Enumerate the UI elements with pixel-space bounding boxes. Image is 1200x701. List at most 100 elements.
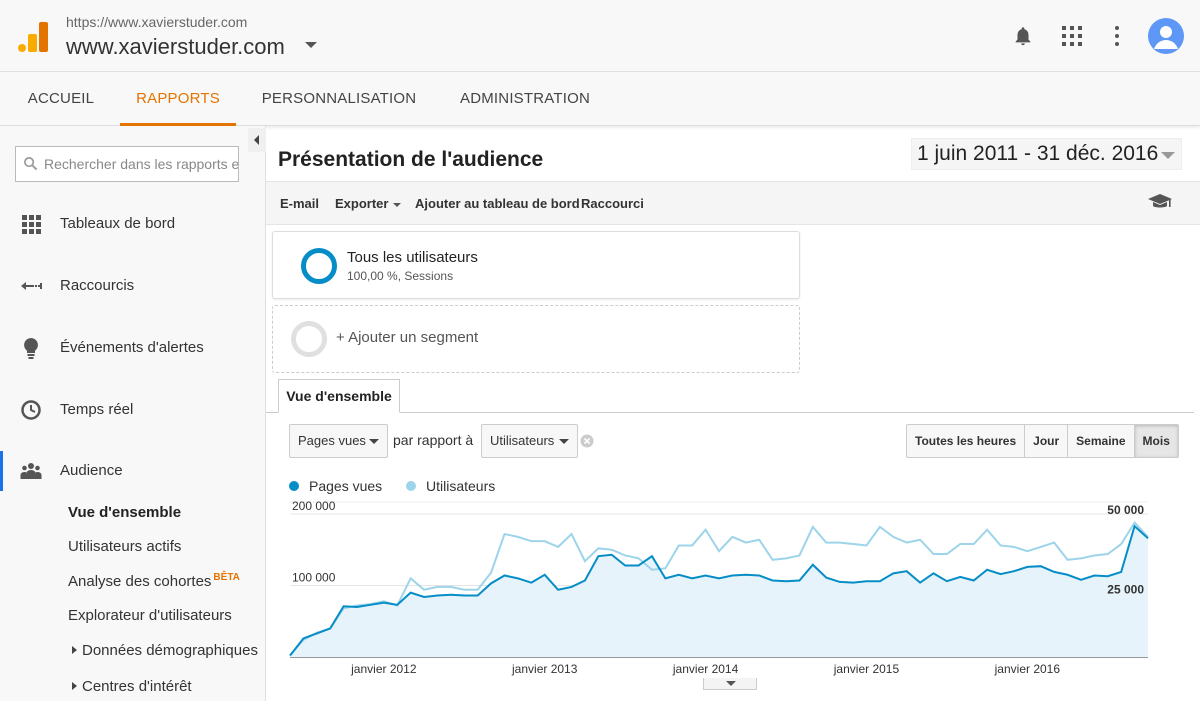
audience-line-chart[interactable]: 100 000 200 000 25 000 50 000 janvier 2012 ja… (266, 496, 1200, 696)
secondary-metric-select[interactable]: Utilisateurs (481, 424, 578, 458)
granularity-day[interactable]: Jour (1025, 425, 1069, 457)
sidebar-subitem-active-users[interactable]: Utilisateurs actifs (68, 538, 182, 555)
chevron-down-icon[interactable] (305, 42, 317, 48)
add-to-dashboard-button[interactable]: Ajouter au tableau de bord (415, 196, 580, 211)
sidebar-subitem-cohorts[interactable]: Analyse des cohortes BÊTA (68, 572, 240, 590)
chart-resize-handle[interactable] (703, 678, 757, 690)
clear-metric-icon[interactable] (580, 434, 594, 448)
apps-grid-icon[interactable] (1062, 26, 1082, 46)
x-tick-label: janvier 2015 (833, 662, 900, 676)
sidebar-subitem-demographics[interactable]: Données démographiques (72, 642, 258, 659)
dashboard-grid-icon (22, 215, 41, 234)
granularity-week[interactable]: Semaine (1068, 425, 1135, 457)
x-tick-label: janvier 2016 (994, 662, 1061, 676)
shortcut-arrow-icon (21, 282, 42, 290)
primary-metric-label: Pages vues (298, 433, 366, 448)
account-selector[interactable]: www.xavierstuder.com (66, 34, 285, 59)
sidebar-item-shortcuts[interactable]: Raccourcis (0, 266, 266, 306)
tab-divider (266, 412, 1194, 413)
granularity-month[interactable]: Mois (1134, 425, 1178, 457)
pageviews-line (289, 524, 1149, 657)
granularity-hourly[interactable]: Toutes les heures (907, 425, 1026, 457)
export-label: Exporter (335, 196, 389, 211)
collapse-sidebar-icon[interactable] (248, 128, 266, 152)
segment-subtitle: 100,00 %, Sessions (347, 269, 454, 283)
chevron-down-icon (726, 681, 736, 686)
tab-accueil[interactable]: ACCUEIL (27, 90, 95, 107)
page-title: Présentation de l'audience (278, 148, 544, 171)
search-input[interactable]: Rechercher dans les rapports et l'aide (15, 146, 239, 182)
granularity-toggle: Toutes les heures Jour Semaine Mois (906, 424, 1179, 458)
legend-label: Pages vues (309, 478, 383, 494)
legend-users[interactable]: Utilisateurs (406, 478, 495, 494)
beta-badge: BÊTA (213, 572, 240, 583)
tab-administration[interactable]: ADMINISTRATION (459, 90, 591, 107)
lightbulb-icon (24, 338, 38, 359)
legend-dot (289, 481, 299, 492)
sidebar-subitem-label: Données démographiques (82, 642, 258, 659)
tab-overview[interactable]: Vue d'ensemble (278, 379, 400, 413)
export-button[interactable]: Exporter (335, 196, 402, 211)
report-toolbar: E-mail Exporter Ajouter au tableau de bo… (266, 181, 1200, 225)
chevron-down-icon (369, 439, 379, 444)
sidebar-item-realtime[interactable]: Temps réel (0, 390, 266, 430)
tab-personnalisation[interactable]: PERSONNALISATION (261, 90, 417, 107)
sidebar-subitem-label: Centres d'intérêt (82, 678, 192, 695)
sidebar-item-audience[interactable]: Audience (0, 451, 266, 491)
legend-dot (406, 481, 416, 492)
people-icon (20, 463, 42, 479)
analytics-logo[interactable] (18, 22, 48, 52)
segment-all-users[interactable]: Tous les utilisateurs 100,00 %, Sessions (272, 231, 800, 299)
date-range-label: 1 juin 2011 - 31 déc. 2016 (917, 142, 1159, 165)
right-axis-label: 50 000 (1107, 503, 1144, 517)
left-axis-label: 100 000 (292, 571, 336, 585)
segment-title: Tous les utilisateurs (347, 249, 478, 266)
sidebar-subitem-interests[interactable]: Centres d'intérêt (72, 678, 192, 695)
account-avatar[interactable] (1148, 18, 1184, 54)
tab-rapports[interactable]: RAPPORTS (120, 72, 236, 126)
top-bar: https://www.xavierstuder.com www.xaviers… (0, 0, 1200, 72)
segment-ring-icon (291, 321, 327, 357)
expand-triangle-icon (72, 682, 77, 691)
chevron-down-icon (559, 439, 569, 444)
sidebar-subitem-user-explorer[interactable]: Explorateur d'utilisateurs (68, 607, 232, 624)
bell-icon[interactable] (1012, 24, 1034, 48)
expand-triangle-icon (72, 646, 77, 655)
sidebar-item-label: Audience (60, 462, 123, 479)
sidebar-subitem-overview[interactable]: Vue d'ensemble (68, 504, 182, 521)
primary-metric-select[interactable]: Pages vues (289, 424, 388, 458)
shortcut-button[interactable]: Raccourci (581, 196, 644, 211)
search-icon (24, 157, 38, 171)
secondary-metric-label: Utilisateurs (490, 433, 555, 448)
left-axis-label: 200 000 (292, 499, 336, 513)
sidebar-item-label: Temps réel (60, 401, 134, 418)
legend-label: Utilisateurs (426, 478, 496, 494)
main-nav: ACCUEIL RAPPORTS PERSONNALISATION ADMINI… (0, 72, 1200, 126)
sidebar-item-alerts[interactable]: Événements d'alertes (0, 328, 266, 368)
users-line (289, 520, 1149, 657)
add-segment-label: + Ajouter un segment (336, 329, 479, 346)
sidebar-item-dashboards[interactable]: Tableaux de bord (0, 204, 266, 244)
right-axis-label: 25 000 (1107, 583, 1144, 597)
account-url: https://www.xavierstuder.com (66, 14, 248, 30)
sidebar: Rechercher dans les rapports et l'aide T… (0, 126, 266, 701)
sidebar-item-label: Événements d'alertes (60, 339, 204, 356)
sidebar-subitem-label: Analyse des cohortes (68, 573, 212, 590)
graduation-cap-icon[interactable] (1147, 193, 1173, 211)
segment-ring-icon (301, 248, 337, 284)
date-range-picker[interactable]: 1 juin 2011 - 31 déc. 2016 (911, 138, 1182, 170)
more-vert-icon[interactable] (1108, 25, 1126, 47)
sidebar-item-label: Raccourcis (60, 277, 135, 294)
compare-label: par rapport à (393, 432, 474, 448)
legend-pageviews[interactable]: Pages vues (289, 478, 382, 494)
x-tick-label: janvier 2012 (350, 662, 417, 676)
pageviews-area (290, 526, 1148, 657)
email-button[interactable]: E-mail (280, 196, 320, 211)
x-tick-label: janvier 2013 (511, 662, 578, 676)
chevron-down-icon (393, 202, 402, 207)
add-segment-button[interactable]: + Ajouter un segment (272, 305, 800, 373)
chevron-down-icon (1161, 152, 1175, 159)
x-tick-label: janvier 2014 (672, 662, 739, 676)
sidebar-item-label: Tableaux de bord (60, 215, 176, 232)
clock-icon (21, 400, 41, 420)
